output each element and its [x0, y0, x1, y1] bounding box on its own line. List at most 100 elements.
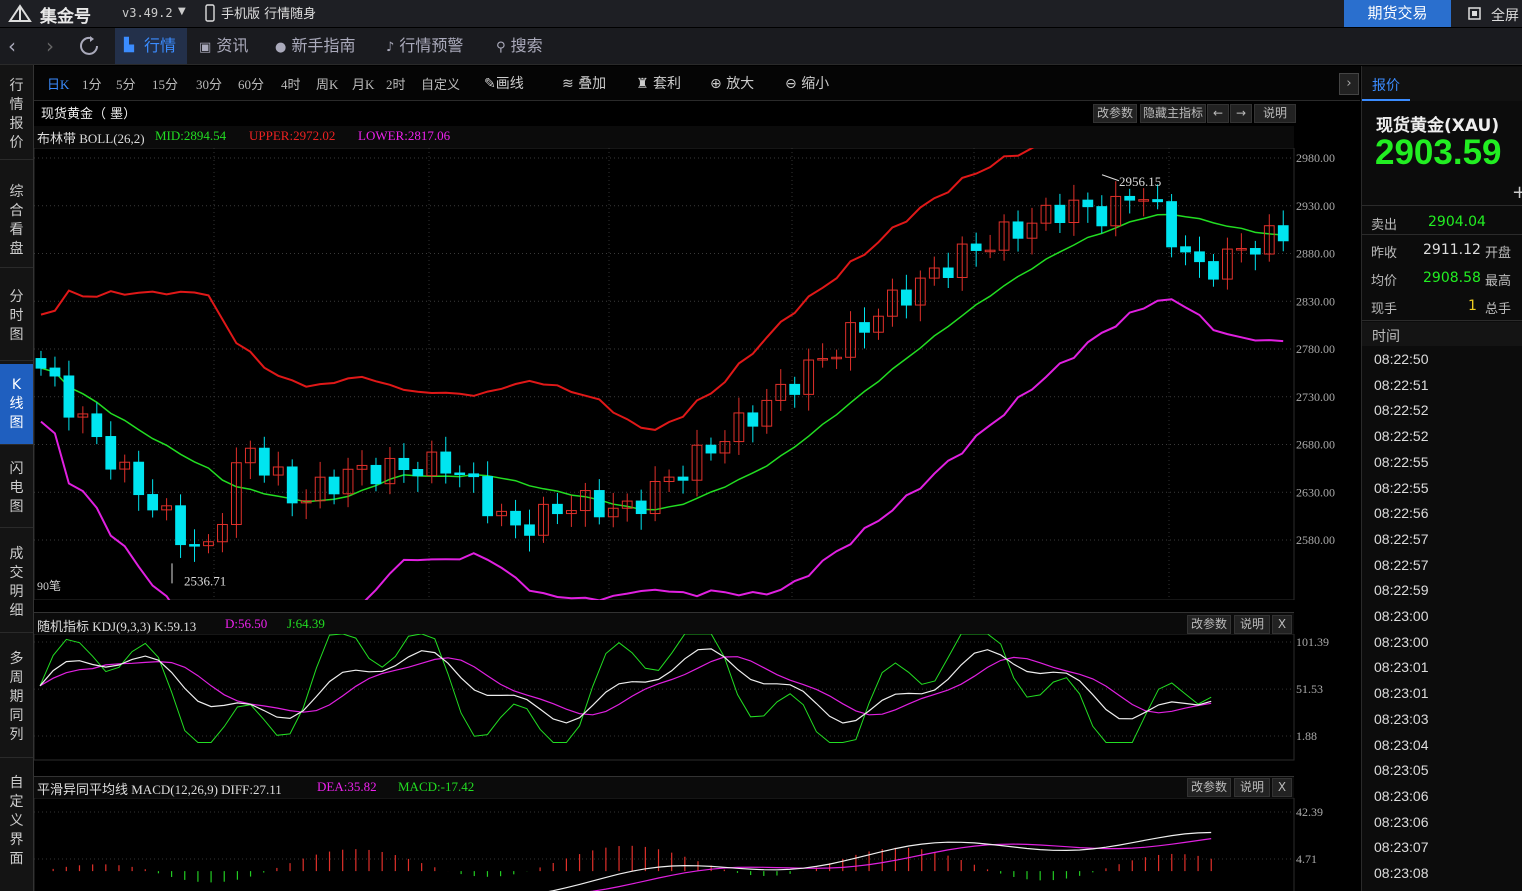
candle-down — [454, 472, 466, 476]
candle-up — [956, 243, 968, 278]
candle-up — [314, 476, 326, 502]
kline-toolbar — [34, 66, 1360, 101]
left-tab-quotes[interactable]: 行情报价 — [0, 65, 33, 160]
macd-chart[interactable]: 42.39 4.71 — [34, 798, 1361, 891]
nav-guide-tab[interactable]: ● 新手指南 — [275, 28, 355, 64]
overlay-tool[interactable]: ≋ 叠加 — [562, 73, 606, 93]
trade-time-item: 08:23:00 — [1374, 633, 1429, 650]
left-tab-kline[interactable]: K线图 — [0, 364, 33, 445]
period-60min[interactable]: 60分 — [238, 77, 265, 92]
nav-search-tab[interactable]: ⚲ 搜索 — [496, 28, 543, 64]
y-tick-label: 2980.00 — [1296, 151, 1335, 165]
main-help-button[interactable]: 说明 — [1254, 104, 1296, 123]
draw-tool[interactable]: ✎画线 — [484, 73, 524, 93]
app-version[interactable]: v3.49.2 — [122, 6, 173, 20]
chevron-down-icon[interactable]: ▼ — [178, 6, 186, 17]
candle-down — [1054, 204, 1066, 224]
candle-down — [1180, 246, 1191, 253]
high-marker-line — [1101, 174, 1120, 182]
kdj-chart[interactable]: 101.39 51.53 1.88 — [34, 634, 1361, 764]
candle-down — [189, 544, 200, 547]
left-tab-label: K线图 — [9, 377, 24, 431]
macd-header-bar — [34, 776, 1294, 799]
y-tick-label: 2880.00 — [1296, 247, 1335, 261]
trade-time-item: 08:23:08 — [1374, 865, 1429, 881]
scroll-left-button[interactable]: ← — [1207, 104, 1229, 123]
candle-down — [35, 358, 47, 369]
zoom-in-tool[interactable]: ⊕ 放大 — [710, 73, 754, 93]
candle-up — [119, 461, 131, 470]
app-logo-icon — [8, 4, 32, 22]
candle-down — [1096, 206, 1108, 227]
quote-tab[interactable]: 报价 — [1372, 78, 1400, 94]
candle-up — [1110, 195, 1122, 227]
refresh-icon[interactable] — [78, 36, 102, 56]
candle-up — [649, 481, 661, 515]
period-5min[interactable]: 5分 — [116, 77, 136, 92]
kdj-d-value: D:56.50 — [225, 616, 268, 631]
period-month[interactable]: 月K — [352, 77, 375, 92]
time-header: 时间 — [1372, 329, 1400, 345]
left-tab-flash[interactable]: 闪电图 — [0, 448, 33, 528]
left-tab-label: 分时图 — [9, 289, 24, 343]
period-15min[interactable]: 15分 — [152, 77, 179, 92]
add-icon[interactable]: + — [1512, 182, 1522, 203]
period-2h[interactable]: 2时 — [386, 77, 406, 92]
period-custom[interactable]: 自定义 — [421, 77, 461, 92]
bars-count-label: 90笔 — [37, 578, 61, 593]
kdj-close-button[interactable]: X — [1272, 615, 1292, 634]
arbitrage-tool[interactable]: ♜ 套利 — [636, 73, 681, 93]
nav-guide-label: 新手指南 — [291, 36, 356, 55]
trade-time-item: 08:22:59 — [1374, 582, 1429, 599]
fullscreen-icon[interactable] — [1467, 6, 1482, 21]
kdj-edit-params-button[interactable]: 改参数 — [1187, 615, 1231, 634]
left-tab-custom[interactable]: 自定义界面 — [0, 762, 33, 891]
quote-tab-bar — [1362, 67, 1522, 101]
period-1min[interactable]: 1分 — [82, 77, 102, 92]
forward-icon[interactable]: › — [46, 34, 54, 58]
candle-up — [77, 413, 89, 418]
nav-quotes-label: 行情 — [144, 36, 177, 55]
fullscreen-button[interactable]: 全屏 — [1491, 8, 1519, 24]
period-4h[interactable]: 4时 — [281, 77, 301, 92]
macd-close-button[interactable]: X — [1272, 778, 1292, 797]
toolbar-expand-button[interactable]: › — [1339, 73, 1359, 95]
macd-dea-line — [589, 838, 1212, 891]
candle-up — [496, 510, 507, 517]
back-icon[interactable]: ‹ — [8, 34, 16, 58]
total-label: 总手 — [1485, 302, 1512, 317]
kdj-help-button[interactable]: 说明 — [1234, 615, 1270, 634]
nav-news-tab[interactable]: ▣ 资讯 — [199, 28, 248, 64]
left-tab-trades[interactable]: 成交明细 — [0, 533, 33, 633]
title-bar: 集金号 v3.49.2 ▼ 手机版 行情随身 期货交易 全屏 — [0, 0, 1522, 27]
scroll-right-button[interactable]: → — [1230, 104, 1252, 123]
mobile-version-link[interactable]: 手机版 行情随身 — [221, 7, 317, 22]
period-30min[interactable]: 30分 — [196, 77, 223, 92]
period-day[interactable]: 日K — [47, 77, 70, 92]
main-edit-params-button[interactable]: 改参数 — [1093, 104, 1137, 123]
macd-edit-params-button[interactable]: 改参数 — [1187, 778, 1231, 797]
y-tick-label: 2830.00 — [1296, 294, 1335, 308]
period-week[interactable]: 周K — [316, 77, 339, 92]
left-tab-label: 综合看盘 — [9, 184, 24, 257]
trade-time-item: 08:23:03 — [1374, 710, 1429, 727]
nav-quotes-tab[interactable]: ▙ 行情 — [115, 28, 187, 64]
macd-help-button[interactable]: 说明 — [1234, 778, 1270, 797]
zoom-out-tool[interactable]: ⊖ 缩小 — [785, 73, 829, 93]
layers-icon: ≋ — [562, 76, 574, 92]
candle-down — [328, 476, 340, 495]
candlestick-chart[interactable]: 2980.00 2930.00 2880.00 2830.00 2780.00 2730.… — [34, 148, 1361, 600]
instrument-title: 现货黄金（ 墨） — [41, 107, 137, 122]
hide-main-indicator-button[interactable]: 隐藏主指标 — [1140, 104, 1206, 123]
candle-up — [873, 315, 884, 333]
boll-indicator-name: 布林带 BOLL(26,2) — [37, 131, 145, 146]
macd-indicator-name: 平滑异同平均线 MACD(12,26,9) DIFF:27.11 — [37, 782, 282, 797]
left-tab-multi-period[interactable]: 多周期同列 — [0, 638, 33, 758]
left-tab-timeshare[interactable]: 分时图 — [0, 276, 33, 361]
candle-up — [426, 451, 438, 477]
candle-up — [203, 541, 214, 547]
left-tab-overview[interactable]: 综合看盘 — [0, 171, 33, 268]
futures-trade-button[interactable]: 期货交易 — [1344, 0, 1451, 27]
nav-alert-tab[interactable]: ♪ 行情预警 — [386, 28, 463, 64]
zoom-out-label: 缩小 — [801, 76, 830, 92]
